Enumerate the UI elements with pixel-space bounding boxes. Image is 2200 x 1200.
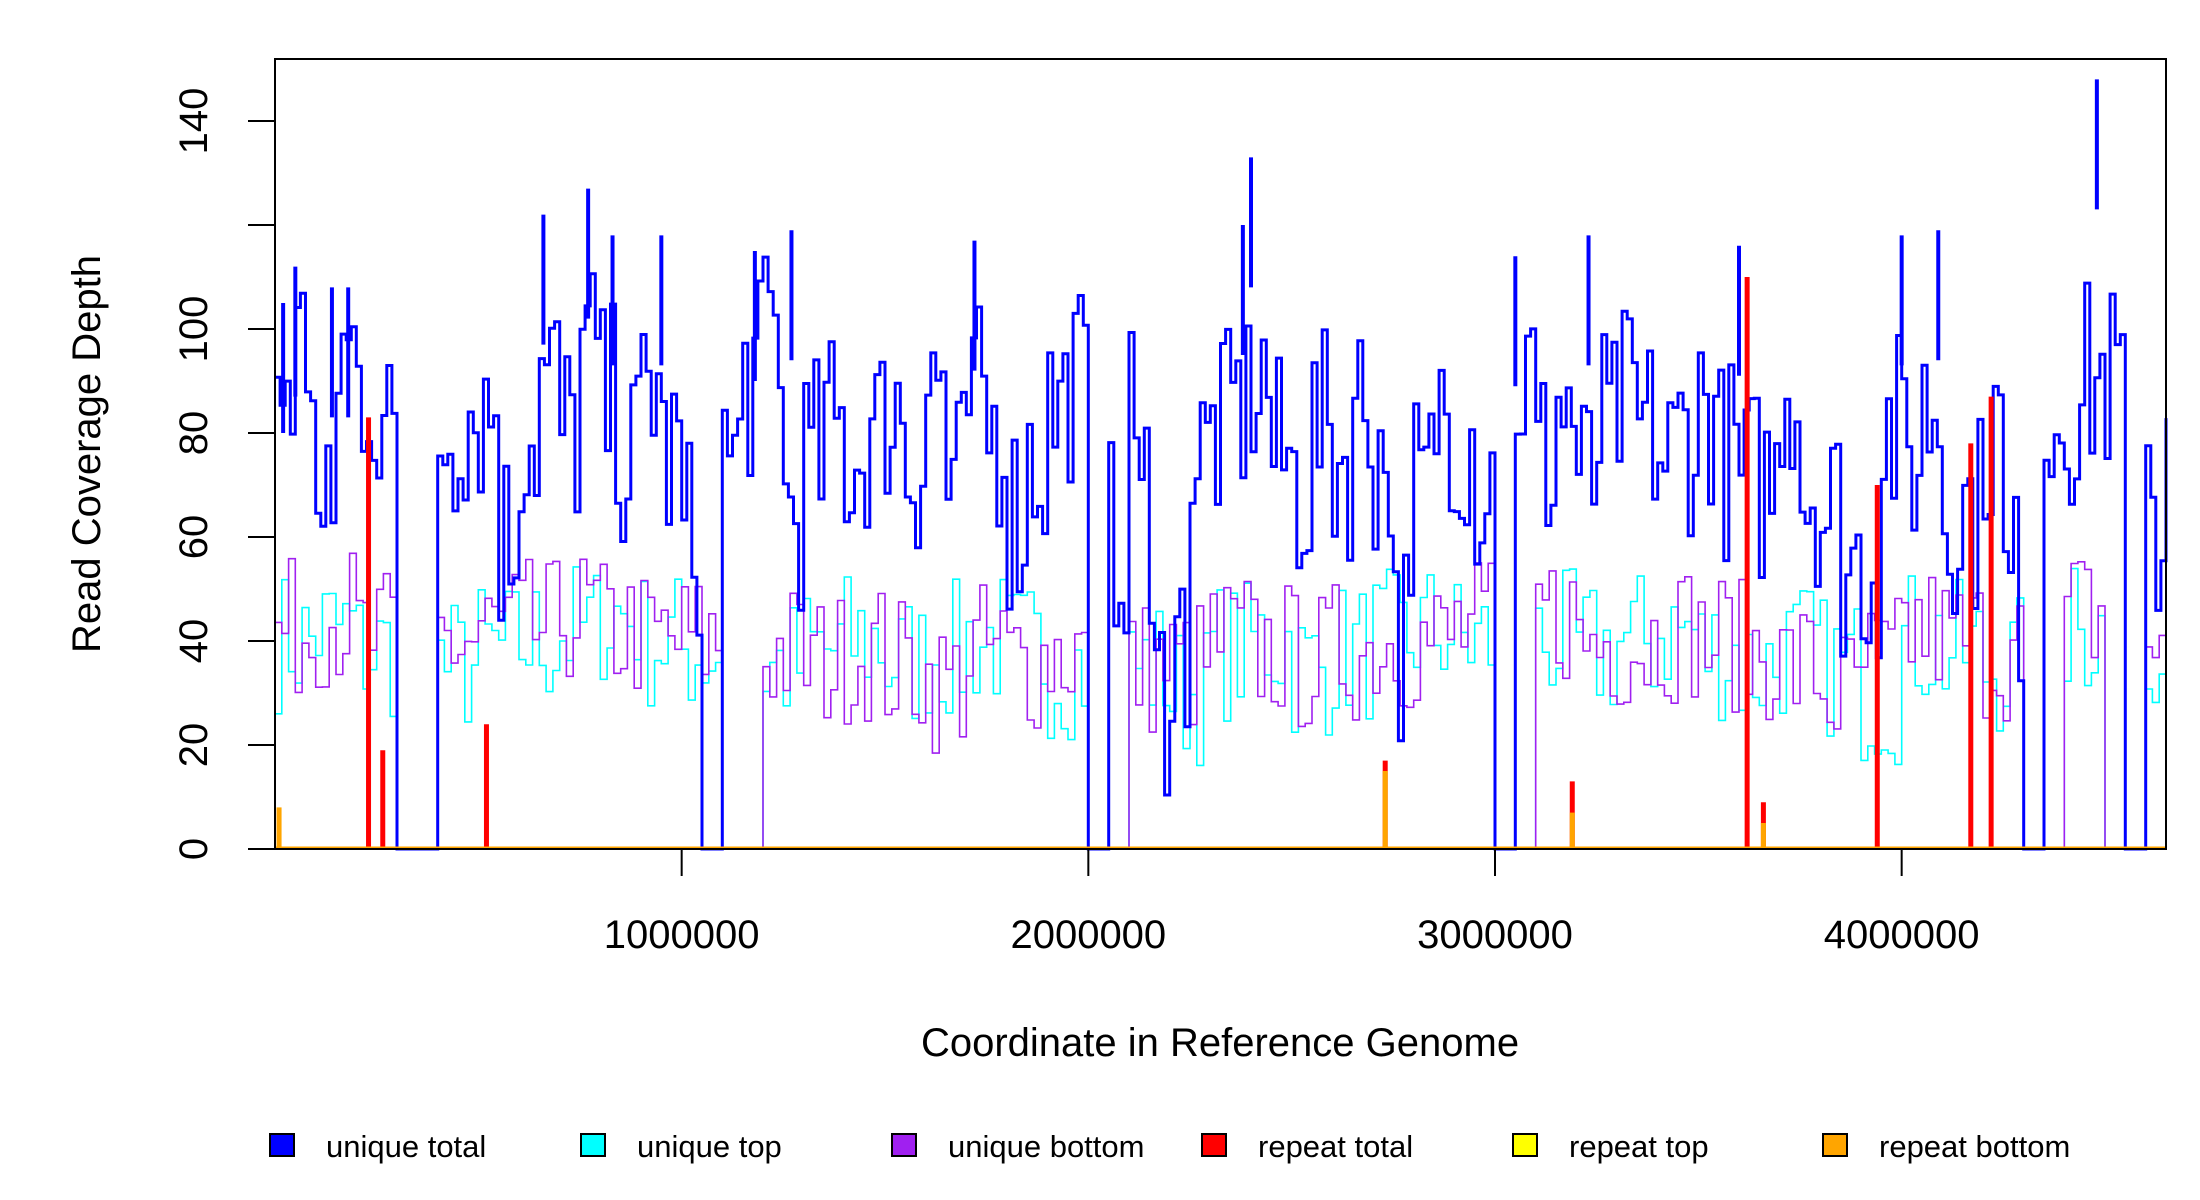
legend-swatch-repeat-top [1512,1133,1538,1157]
y-tick-label: 80 [172,411,216,456]
x-tick-label: 2000000 [1010,913,1166,957]
series-unique-bottom [275,552,2167,850]
y-tick-label: 140 [172,88,216,155]
series-layer [275,79,2168,851]
legend-swatch-unique-total [269,1133,295,1157]
legend: unique total unique top unique bottom repea… [269,1129,2070,1164]
x-tick-label: 4000000 [1824,913,1980,957]
x-tick-label: 3000000 [1417,913,1573,957]
series-unique-total [275,255,2168,851]
legend-label: repeat bottom [1879,1129,2070,1164]
legend-label: unique total [326,1129,486,1164]
x-axis: 1000000 2000000 3000000 4000000 [604,849,1980,957]
y-tick-label: 40 [172,619,216,664]
x-axis-label: Coordinate in Reference Genome [921,1021,1519,1065]
y-axis-label: Read Coverage Depth [65,255,109,653]
legend-label: unique top [637,1129,782,1164]
y-tick-label: 20 [172,723,216,768]
legend-label: repeat top [1569,1129,1709,1164]
legend-swatch-unique-top [580,1133,606,1157]
legend-swatch-repeat-total [1201,1133,1227,1157]
legend-label: unique bottom [948,1129,1144,1164]
legend-label: repeat total [1258,1129,1413,1164]
y-tick-label: 60 [172,515,216,560]
legend-swatch-unique-bottom [891,1133,917,1157]
y-tick-label: 0 [172,838,216,860]
y-axis: 0 20 40 60 80 100 140 [172,88,275,860]
legend-swatch-repeat-bottom [1822,1133,1848,1157]
y-tick-label: 100 [172,296,216,363]
plot-frame [274,58,2167,850]
x-tick-label: 1000000 [604,913,760,957]
